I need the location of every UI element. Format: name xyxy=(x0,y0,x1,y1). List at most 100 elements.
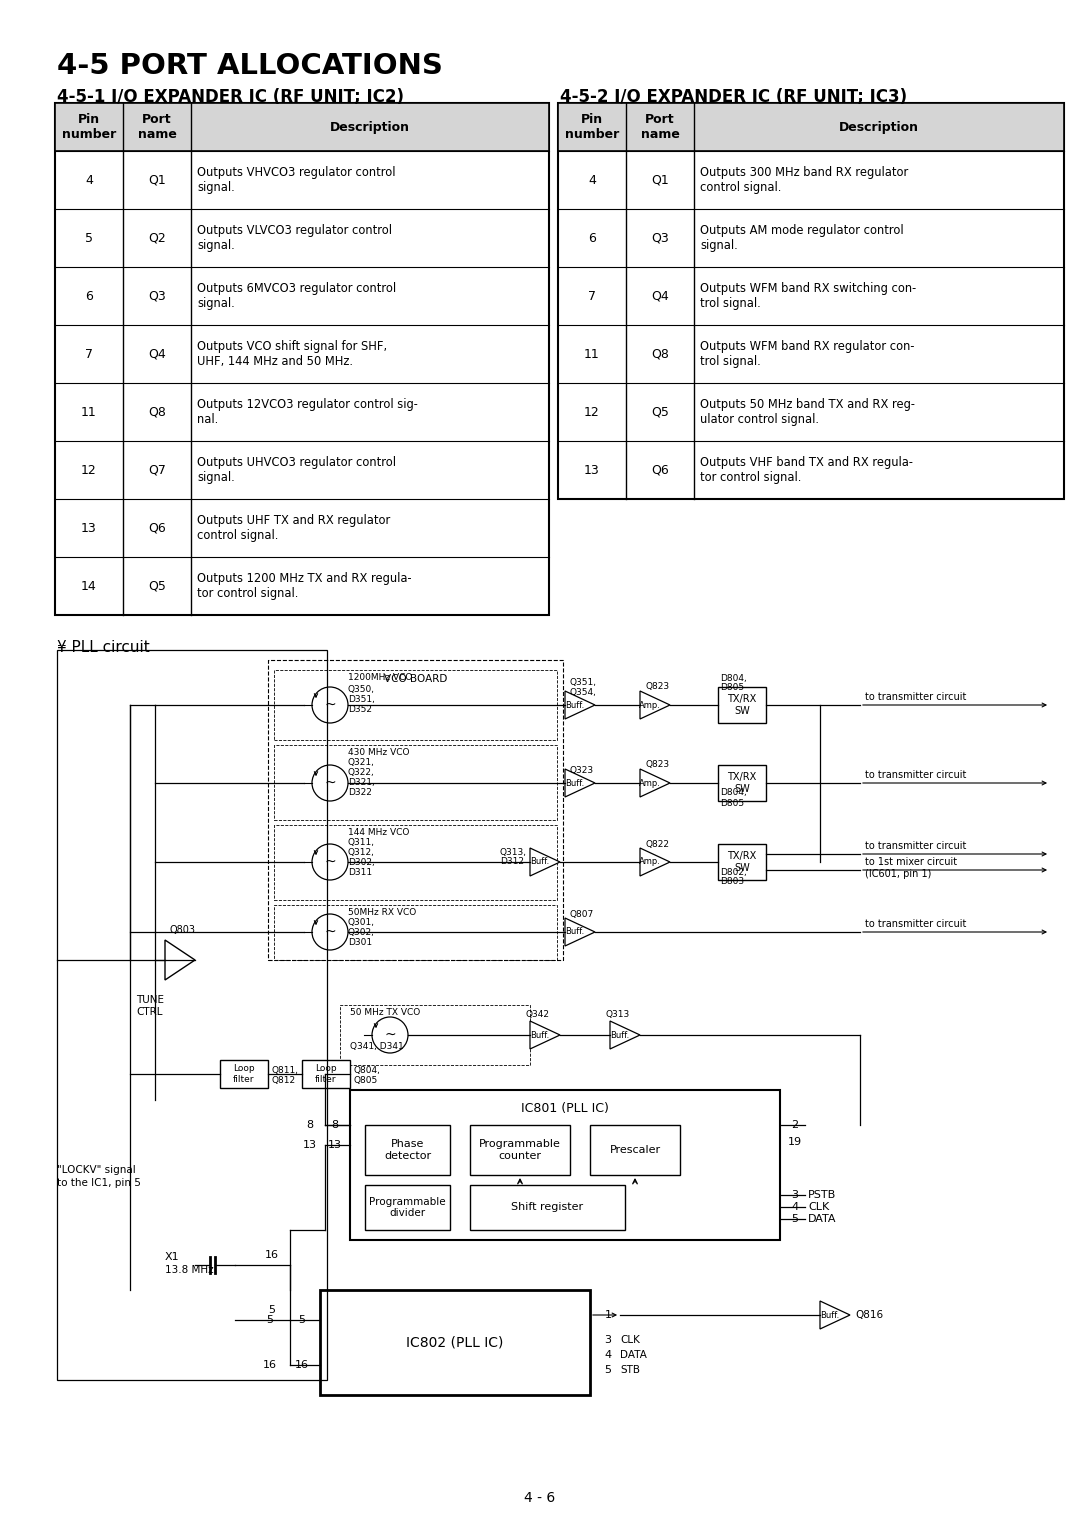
Text: Q3: Q3 xyxy=(148,289,166,303)
Text: 8: 8 xyxy=(307,1120,313,1131)
Text: 4-5-2 I/O EXPANDER IC (RF UNIT; IC3): 4-5-2 I/O EXPANDER IC (RF UNIT; IC3) xyxy=(561,89,907,105)
Text: D352: D352 xyxy=(348,704,372,714)
Polygon shape xyxy=(530,848,561,876)
Text: Q350,: Q350, xyxy=(348,685,375,694)
Text: Q321,: Q321, xyxy=(348,758,375,767)
Text: to transmitter circuit: to transmitter circuit xyxy=(865,840,967,851)
Text: 11: 11 xyxy=(584,347,599,361)
Text: Q5: Q5 xyxy=(651,405,669,419)
Text: Port
name: Port name xyxy=(640,113,679,141)
Text: TX/RX
SW: TX/RX SW xyxy=(727,772,757,795)
Polygon shape xyxy=(565,769,595,798)
Text: Q351,: Q351, xyxy=(570,678,597,688)
Text: ¥ PLL circuit: ¥ PLL circuit xyxy=(57,640,150,656)
Bar xyxy=(718,843,766,880)
Text: D804,: D804, xyxy=(720,788,746,798)
Text: 50 MHz TX VCO: 50 MHz TX VCO xyxy=(350,1008,420,1018)
Bar xyxy=(320,1290,590,1395)
Bar xyxy=(470,1186,625,1230)
Text: 5: 5 xyxy=(85,232,93,244)
Text: 11: 11 xyxy=(81,405,97,419)
Text: to 1st mixer circuit: to 1st mixer circuit xyxy=(865,857,957,866)
Text: Phase
detector: Phase detector xyxy=(383,1140,431,1161)
Text: 19: 19 xyxy=(788,1137,802,1148)
Polygon shape xyxy=(640,691,670,720)
Text: Q341, D341: Q341, D341 xyxy=(350,1042,404,1051)
Text: 16: 16 xyxy=(265,1250,279,1261)
Text: 7: 7 xyxy=(85,347,93,361)
Text: D803: D803 xyxy=(720,877,744,886)
Text: 12: 12 xyxy=(81,463,97,477)
Bar xyxy=(268,660,563,960)
Text: Buff.: Buff. xyxy=(821,1311,839,1320)
Text: Q3: Q3 xyxy=(651,232,669,244)
Text: TX/RX
SW: TX/RX SW xyxy=(727,851,757,872)
Text: ~: ~ xyxy=(324,698,336,712)
Text: Amp.: Amp. xyxy=(639,700,661,709)
Bar xyxy=(274,669,557,740)
Text: Buff.: Buff. xyxy=(565,927,584,937)
Text: 13.8 MHz: 13.8 MHz xyxy=(165,1265,214,1274)
Text: Outputs VHF band TX and RX regula-
tor control signal.: Outputs VHF band TX and RX regula- tor c… xyxy=(700,455,913,484)
Text: D311: D311 xyxy=(348,868,373,877)
Text: 1: 1 xyxy=(605,1309,611,1320)
Text: Description: Description xyxy=(839,121,919,133)
Text: Outputs VHVCO3 regulator control
signal.: Outputs VHVCO3 regulator control signal. xyxy=(197,167,395,194)
Text: Loop
filter: Loop filter xyxy=(233,1065,255,1083)
Text: Q2: Q2 xyxy=(148,232,166,244)
Text: Q313: Q313 xyxy=(605,1010,630,1019)
Text: Q811,: Q811, xyxy=(272,1065,299,1074)
Bar xyxy=(274,905,557,960)
Bar xyxy=(470,1125,570,1175)
Text: Q6: Q6 xyxy=(651,463,669,477)
Text: Q312,: Q312, xyxy=(348,848,375,857)
Text: 50MHz RX VCO: 50MHz RX VCO xyxy=(348,908,416,917)
Text: Buff.: Buff. xyxy=(565,700,584,709)
Text: Q4: Q4 xyxy=(148,347,166,361)
Text: Q302,: Q302, xyxy=(348,927,375,937)
Polygon shape xyxy=(610,1021,640,1050)
Text: 8: 8 xyxy=(332,1120,338,1131)
Text: Q342: Q342 xyxy=(525,1010,549,1019)
Text: Q311,: Q311, xyxy=(348,837,375,847)
Text: 4: 4 xyxy=(589,174,596,186)
Bar xyxy=(274,825,557,900)
Text: 4 - 6: 4 - 6 xyxy=(525,1491,555,1505)
Text: Outputs 12VCO3 regulator control sig-
nal.: Outputs 12VCO3 regulator control sig- na… xyxy=(197,397,418,426)
Text: 144 MHz VCO: 144 MHz VCO xyxy=(348,828,409,837)
Text: Pin
number: Pin number xyxy=(62,113,117,141)
Text: 4-5 PORT ALLOCATIONS: 4-5 PORT ALLOCATIONS xyxy=(57,52,443,79)
Text: D804,: D804, xyxy=(720,674,746,683)
Bar xyxy=(718,766,766,801)
Text: Buff.: Buff. xyxy=(530,857,550,866)
Text: Q1: Q1 xyxy=(651,174,669,186)
Text: 16: 16 xyxy=(264,1360,276,1371)
Text: 1200MHz VCO: 1200MHz VCO xyxy=(348,672,413,681)
Text: 2: 2 xyxy=(792,1120,798,1131)
Bar xyxy=(365,1186,450,1230)
Text: Outputs 1200 MHz TX and RX regula-
tor control signal.: Outputs 1200 MHz TX and RX regula- tor c… xyxy=(197,571,411,601)
Text: Amp.: Amp. xyxy=(639,778,661,787)
Text: ~: ~ xyxy=(324,776,336,790)
Polygon shape xyxy=(530,1021,561,1050)
Polygon shape xyxy=(640,848,670,876)
Text: 4: 4 xyxy=(85,174,93,186)
Text: "LOCKV" signal: "LOCKV" signal xyxy=(57,1164,136,1175)
Text: ~: ~ xyxy=(324,856,336,869)
Text: ~: ~ xyxy=(324,924,336,940)
Bar xyxy=(302,1060,350,1088)
Text: Q823: Q823 xyxy=(645,761,670,770)
Text: IC802 (PLL IC): IC802 (PLL IC) xyxy=(406,1335,503,1349)
Text: 12: 12 xyxy=(584,405,599,419)
Text: Q313,: Q313, xyxy=(500,848,527,857)
Text: Q812: Q812 xyxy=(272,1076,296,1085)
Text: D301: D301 xyxy=(348,938,373,947)
Text: Buff.: Buff. xyxy=(565,778,584,787)
Text: 5: 5 xyxy=(298,1316,306,1325)
Text: TX/RX
SW: TX/RX SW xyxy=(727,694,757,715)
Text: D805: D805 xyxy=(720,683,744,692)
Text: Outputs UHVCO3 regulator control
signal.: Outputs UHVCO3 regulator control signal. xyxy=(197,455,396,484)
Bar xyxy=(350,1089,780,1241)
Text: Q8: Q8 xyxy=(148,405,166,419)
Text: 7: 7 xyxy=(588,289,596,303)
